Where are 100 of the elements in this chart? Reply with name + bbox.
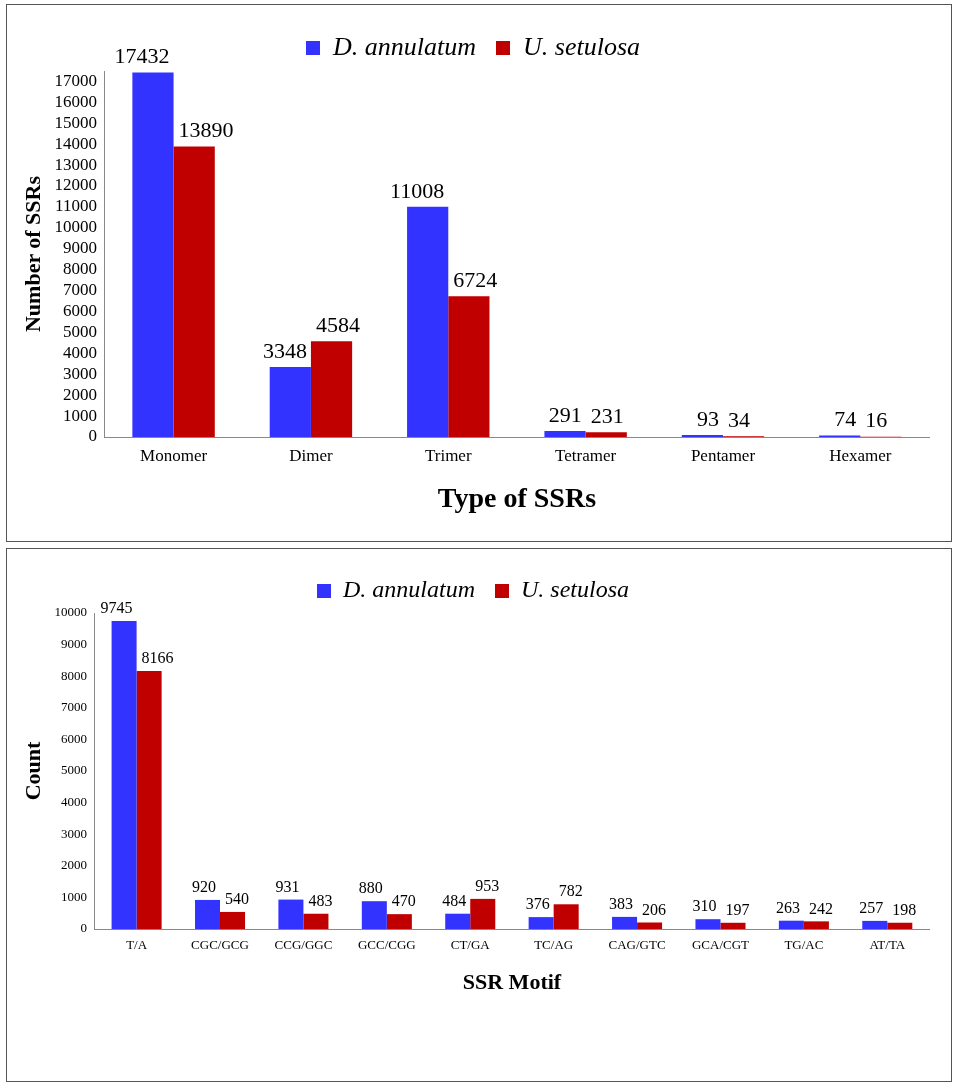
data-label: 8166 xyxy=(141,649,174,667)
x-axis-title: Type of SSRs xyxy=(437,482,597,514)
bar xyxy=(194,899,221,929)
data-label: 483 xyxy=(308,891,333,909)
x-tick-label: Pentamer xyxy=(690,445,756,465)
x-tick-label: Monomer xyxy=(140,445,208,465)
x-tick-label: CAG/GTC xyxy=(608,937,666,953)
bar xyxy=(637,922,663,929)
y-tick-label: 3000 xyxy=(62,363,97,383)
bar xyxy=(310,341,353,437)
data-label: 16 xyxy=(865,407,888,433)
data-label: 13890 xyxy=(178,117,234,143)
y-tick-label: 4000 xyxy=(62,342,97,362)
bar xyxy=(695,919,721,929)
legend-label: U. setulosa xyxy=(521,576,629,603)
y-tick-label: 1000 xyxy=(60,888,87,904)
bar xyxy=(445,913,471,929)
data-label: 953 xyxy=(475,877,500,895)
data-label: 263 xyxy=(775,898,800,916)
data-label: 291 xyxy=(548,401,582,427)
y-tick-label: 5000 xyxy=(60,762,87,778)
legend-label: D. annulatum xyxy=(342,576,475,603)
data-label: 231 xyxy=(590,402,624,428)
bar xyxy=(887,922,913,929)
data-label: 931 xyxy=(275,877,300,895)
bar xyxy=(361,901,387,929)
x-tick-label: TC/AG xyxy=(534,937,574,953)
data-label: 6724 xyxy=(453,267,498,293)
x-tick-label: T/A xyxy=(126,937,148,953)
legend-label: D. annulatum xyxy=(332,31,476,61)
bar xyxy=(173,146,215,437)
y-axis-title: Number of SSRs xyxy=(19,175,45,333)
y-tick-label: 15000 xyxy=(54,112,97,132)
y-tick-label: 4000 xyxy=(60,794,87,810)
x-tick-label: GCC/CGG xyxy=(357,937,416,953)
y-tick-label: 0 xyxy=(80,920,87,936)
y-tick-label: 6000 xyxy=(60,730,87,746)
data-label: 4584 xyxy=(315,311,360,337)
data-label: 242 xyxy=(808,899,833,917)
y-axis-title: Count xyxy=(19,740,45,801)
y-tick-label: 17000 xyxy=(54,70,97,90)
bar xyxy=(862,920,888,929)
y-tick-label: 5000 xyxy=(62,321,97,341)
bar xyxy=(407,206,449,437)
y-tick-label: 12000 xyxy=(54,175,97,195)
x-axis-title: SSR Motif xyxy=(462,969,562,995)
data-label: 9745 xyxy=(100,599,133,617)
y-tick-label: 10000 xyxy=(54,217,97,237)
data-label: 197 xyxy=(725,900,750,918)
bar xyxy=(220,911,246,929)
x-tick-label: AT/TA xyxy=(869,937,906,953)
bar xyxy=(585,432,627,437)
y-tick-label: 1000 xyxy=(62,405,97,425)
data-label: 206 xyxy=(642,900,667,918)
y-tick-label: 6000 xyxy=(62,300,97,320)
bar xyxy=(448,296,490,437)
data-label: 782 xyxy=(558,882,583,900)
y-tick-label: 0 xyxy=(88,426,97,446)
data-label: 880 xyxy=(358,879,383,897)
x-tick-label: Tetramer xyxy=(555,445,617,465)
x-tick-label: GCA/CGT xyxy=(691,937,750,953)
data-label: 383 xyxy=(609,895,634,913)
bar xyxy=(303,913,329,929)
x-tick-label: Hexamer xyxy=(829,445,892,465)
data-label: 310 xyxy=(692,897,717,915)
bar xyxy=(803,921,829,929)
bar xyxy=(111,621,137,929)
y-tick-label: 7000 xyxy=(60,699,87,715)
y-tick-label: 10000 xyxy=(54,604,87,620)
bar xyxy=(720,922,746,929)
y-tick-label: 8000 xyxy=(62,259,97,279)
bar xyxy=(778,920,804,929)
bar xyxy=(136,670,162,929)
y-tick-label: 7000 xyxy=(62,280,97,300)
y-tick-label: 14000 xyxy=(54,133,97,153)
data-label: 376 xyxy=(525,895,550,913)
bar xyxy=(612,916,638,929)
y-tick-label: 9000 xyxy=(60,636,87,652)
y-tick-label: 9000 xyxy=(62,238,97,258)
y-tick-label: 2000 xyxy=(60,857,87,873)
data-label: 470 xyxy=(391,892,416,910)
y-tick-label: 16000 xyxy=(54,91,97,111)
data-label: 920 xyxy=(192,878,217,896)
bar xyxy=(132,72,174,437)
data-label: 17432 xyxy=(114,43,170,69)
data-label: 11008 xyxy=(390,177,445,203)
data-label: 484 xyxy=(442,891,467,909)
x-tick-label: CCG/GGC xyxy=(274,937,333,953)
data-label: 198 xyxy=(892,900,917,918)
bar xyxy=(544,430,586,437)
x-tick-label: CT/GA xyxy=(450,937,491,953)
y-tick-label: 8000 xyxy=(60,667,87,683)
x-tick-label: CGC/GCG xyxy=(191,937,249,953)
y-tick-label: 2000 xyxy=(62,384,97,404)
x-tick-label: TG/AC xyxy=(784,937,824,953)
legend-label: U. setulosa xyxy=(523,31,640,61)
y-tick-label: 11000 xyxy=(55,196,97,216)
bar xyxy=(470,898,496,929)
data-label: 540 xyxy=(225,890,250,908)
data-label: 34 xyxy=(727,407,750,433)
